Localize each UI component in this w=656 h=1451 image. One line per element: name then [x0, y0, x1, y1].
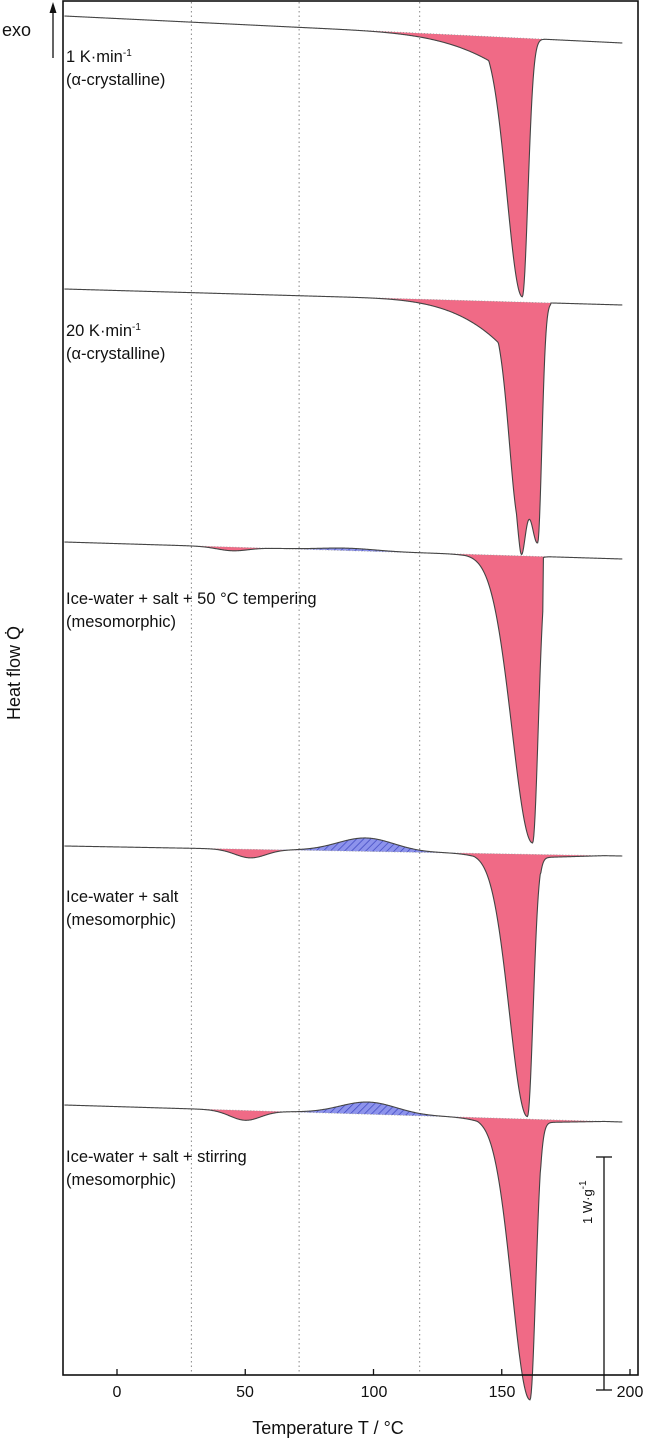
exotherm-area — [64, 837, 623, 856]
series-curve — [64, 837, 623, 1118]
exo-label: exo — [2, 20, 32, 40]
series-curve — [64, 288, 623, 556]
x-tick-label: 0 — [112, 1384, 122, 1401]
reference-lines — [190, 2, 421, 1374]
exo-arrow — [49, 2, 57, 58]
curves — [64, 15, 623, 1401]
x-tick-label: 200 — [616, 1384, 644, 1401]
series-curve — [64, 1101, 623, 1401]
series-label-exponent: -1 — [122, 48, 132, 59]
endotherm-area — [64, 846, 623, 1117]
x-tick-label: 150 — [488, 1384, 516, 1401]
scale-bar-label: 1 W·g-1 — [578, 1180, 595, 1224]
series-label-tempering: Ice-water + salt + 50 °C tempering (meso… — [66, 588, 317, 634]
endotherm-area — [64, 16, 623, 297]
series-label-line1: Ice-water + salt + 50 °C tempering — [66, 590, 317, 608]
series-label-line1: Ice-water + salt + stirring — [66, 1148, 247, 1166]
exotherm-area — [64, 1102, 623, 1122]
series-curve — [64, 541, 623, 844]
scale-bar-exponent: -1 — [578, 1180, 589, 1190]
series-label-line2: (α-crystalline) — [66, 345, 166, 363]
scale-bar-text: 1 W·g — [580, 1189, 595, 1224]
series-label-line2: (α-crystalline) — [66, 71, 166, 89]
endotherm-area — [64, 289, 623, 555]
x-axis-label: Temperature T / °C — [252, 1418, 404, 1438]
series-label-line1: 1 K·min — [66, 48, 123, 66]
series-label-line2: (mesomorphic) — [66, 911, 177, 929]
endotherm-area — [64, 1105, 623, 1400]
plot-frame — [62, 0, 639, 1376]
series-label-stirring: Ice-water + salt + stirring (mesomorphic… — [66, 1146, 247, 1192]
series-label-1k: 1 K·min-1 (α-crystalline) — [66, 46, 165, 92]
series-label-20k: 20 K·min-1 (α-crystalline) — [66, 320, 165, 366]
series-label-line1: Ice-water + salt — [66, 888, 179, 906]
x-axis-ticks — [116, 1369, 631, 1375]
endotherm-area — [64, 542, 623, 843]
x-tick-label: 100 — [360, 1384, 388, 1401]
series-label-icewater: Ice-water + salt (mesomorphic) — [66, 886, 178, 932]
series-label-line1: 20 K·min — [66, 322, 133, 340]
x-tick-label: 50 — [236, 1384, 254, 1401]
y-axis-label: Heat flow Q̇ — [4, 625, 24, 720]
series-label-line2: (mesomorphic) — [66, 1171, 177, 1189]
series-curve — [64, 15, 623, 298]
scale-bar — [596, 1156, 612, 1391]
series-label-line2: (mesomorphic) — [66, 613, 177, 631]
series-label-exponent: -1 — [132, 322, 141, 333]
